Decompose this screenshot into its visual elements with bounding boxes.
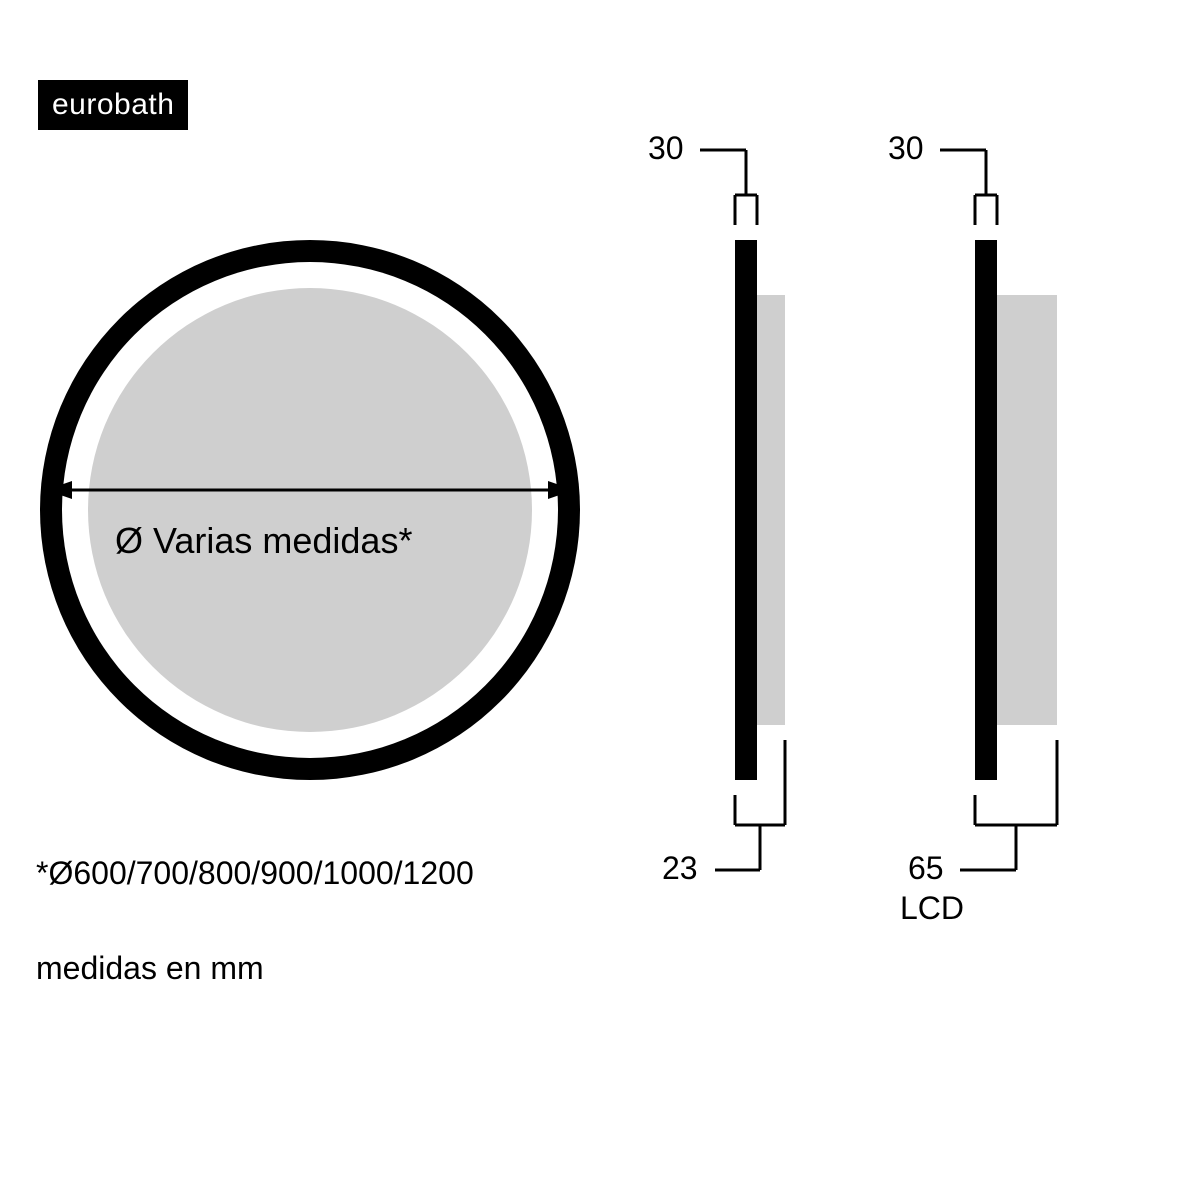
diameter-label: Ø Varias medidas* [115, 520, 412, 562]
profile2-top-label: 30 [888, 130, 924, 167]
mirror-front-view [40, 240, 580, 780]
profile1-top-label: 30 [648, 130, 684, 167]
mirror-surface [88, 288, 532, 732]
profile2-top-callout [940, 150, 997, 225]
profile2-backing [997, 295, 1057, 725]
profile2-bottom-callout [960, 740, 1057, 870]
profile2-bottom-label: 65 [908, 850, 944, 887]
side-profile-1 [700, 150, 785, 870]
profile1-frame [735, 240, 757, 780]
technical-drawing [0, 0, 1200, 1200]
profile1-bottom-label: 23 [662, 850, 698, 887]
side-profile-2 [940, 150, 1057, 870]
profile2-frame [975, 240, 997, 780]
profile2-bottom-sublabel: LCD [900, 890, 964, 927]
profile1-top-callout [700, 150, 757, 225]
sizes-footnote: *Ø600/700/800/900/1000/1200 [36, 855, 474, 892]
units-footnote: medidas en mm [36, 950, 264, 987]
profile1-backing [757, 295, 785, 725]
